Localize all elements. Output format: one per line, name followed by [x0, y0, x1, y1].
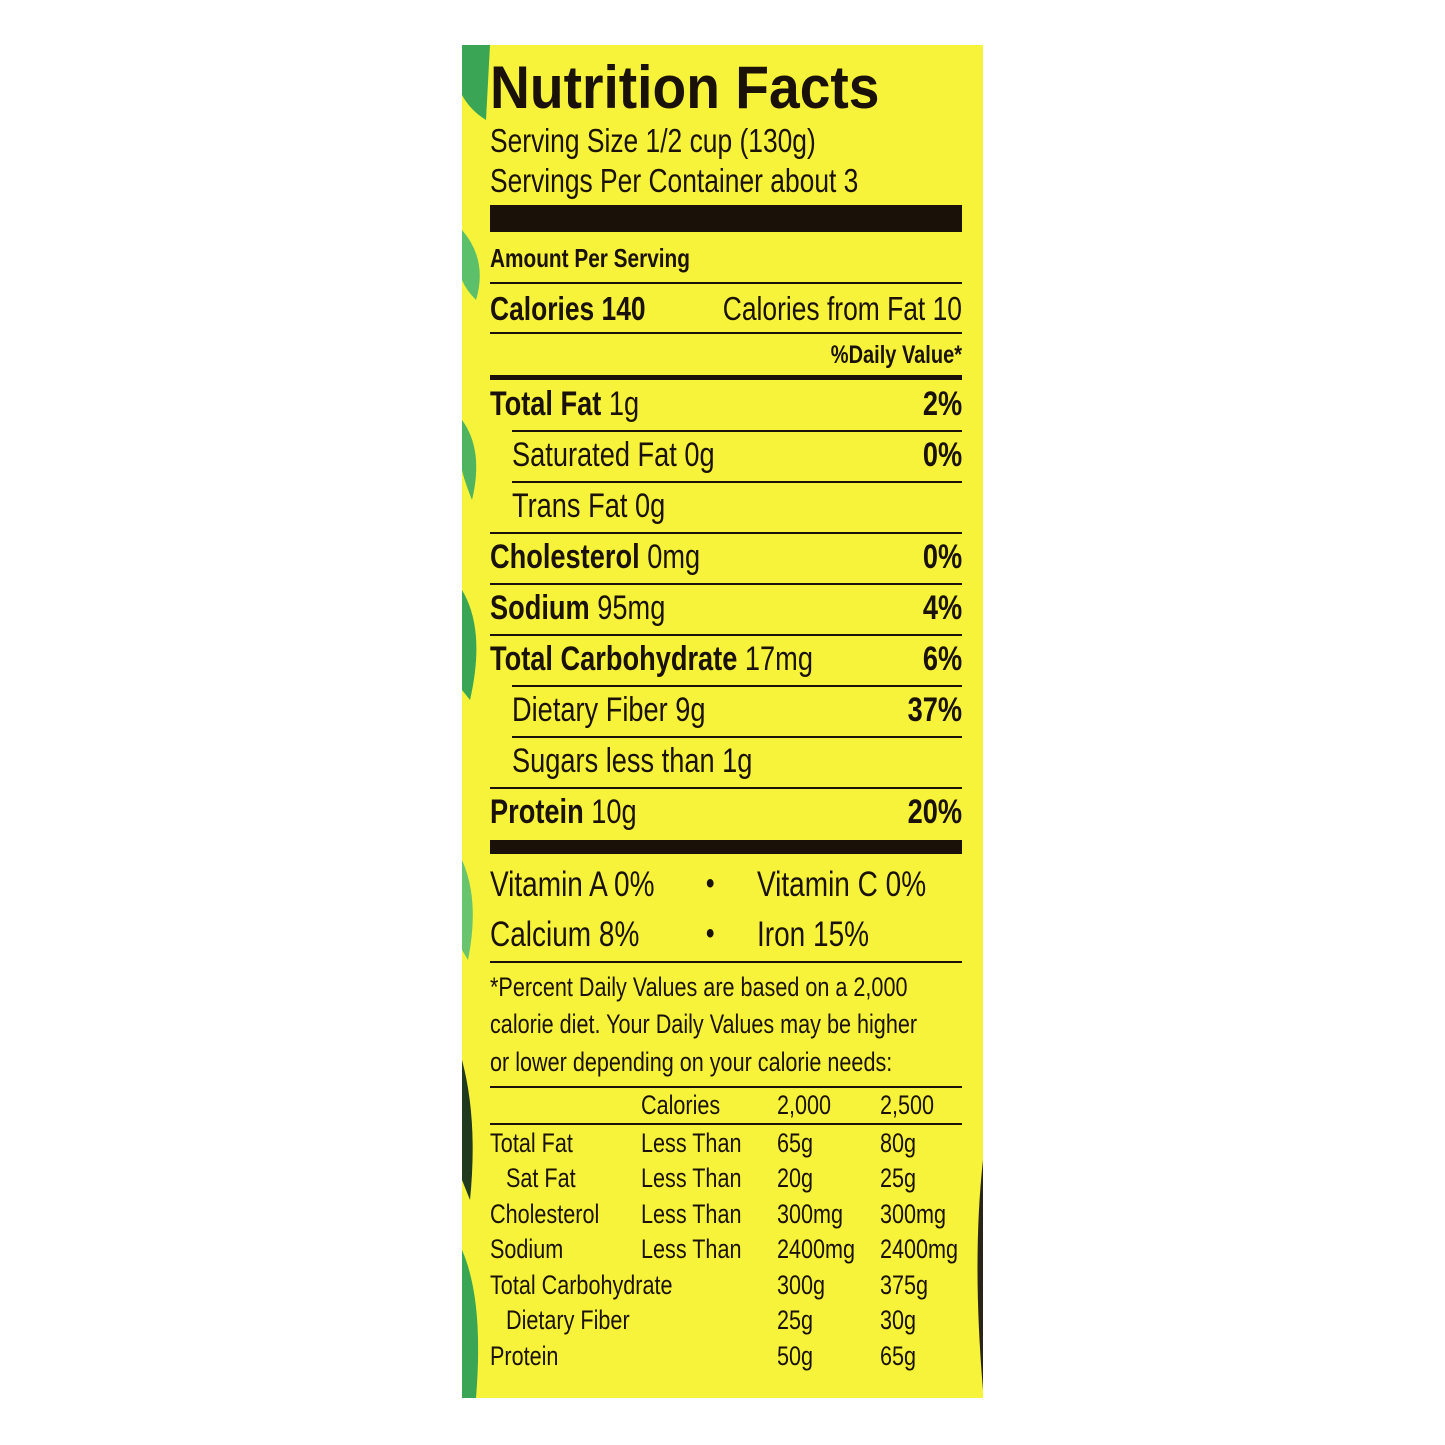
table-cell: 30g [880, 1305, 917, 1335]
rule [512, 481, 962, 483]
rule [490, 332, 962, 334]
footnote-line: calorie diet. Your Daily Values may be h… [490, 1009, 918, 1039]
vitamin: Iron 15% [757, 914, 870, 954]
table-cell: 300mg [880, 1198, 947, 1229]
nutrient-name: Sugars [512, 742, 599, 780]
nutrient-name: Sodium [490, 589, 590, 627]
table-cell: 375g [880, 1269, 929, 1300]
nutrient-name: Saturated Fat [512, 436, 677, 474]
table-cell: 300mg [777, 1198, 844, 1229]
vitamin: Vitamin A 0% [490, 864, 655, 904]
nutrient-name: Total Carbohydrate [490, 640, 738, 678]
daily-value-header: %Daily Value* [830, 340, 962, 369]
rule [512, 736, 962, 738]
bullet: • [706, 917, 715, 950]
rule [490, 840, 962, 854]
table-cell: 25g [880, 1163, 917, 1193]
calories-from-fat: Calories from Fat 10 [722, 289, 962, 327]
nutrient-amount: 17mg [744, 640, 813, 678]
table-cell: 50g [777, 1340, 814, 1371]
nutrient-name: Protein [490, 793, 584, 831]
table-cell: Less Than [641, 1163, 742, 1193]
table-cell: Sat Fat [506, 1163, 576, 1193]
vitamin: Calcium 8% [490, 914, 640, 954]
table-cell: 2400mg [880, 1234, 959, 1264]
rule [490, 787, 962, 789]
daily-value: 0% [922, 436, 962, 474]
nutrient-name: Dietary Fiber [512, 691, 668, 729]
footnote-line: *Percent Daily Values are based on a 2,0… [490, 971, 908, 1002]
nutrient-amount: 0mg [647, 538, 701, 576]
nutrient-amount: 10g [591, 793, 637, 831]
table-cell: Less Than [641, 1127, 742, 1158]
nutrient-row: Total Fat 1g [490, 387, 639, 421]
table-cell: 25g [777, 1305, 814, 1335]
title: Nutrition Facts [490, 54, 880, 121]
amount-per-serving: Amount Per Serving [490, 243, 690, 273]
daily-value: 0% [922, 538, 962, 576]
rule [490, 282, 962, 284]
daily-value: 4% [922, 589, 962, 627]
table-header: 2,000 [777, 1089, 832, 1120]
table-cell: 65g [880, 1340, 917, 1371]
nutrient-name: Total Fat [490, 385, 602, 423]
daily-value: 37% [907, 691, 962, 729]
rule [490, 961, 962, 963]
sub-nutrient-row: Dietary Fiber 9g [512, 693, 706, 727]
table-cell: Total Fat [490, 1127, 573, 1158]
table-header: Calories [641, 1089, 721, 1120]
nutrient-amount: 0g [684, 436, 715, 474]
bullet: • [706, 867, 715, 900]
nutrient-amount: 9g [675, 691, 706, 729]
vitamin: Vitamin C 0% [757, 864, 927, 904]
nutrient-amount: 1g [608, 385, 640, 423]
nutrient-row: Total Carbohydrate 17mg [490, 642, 813, 676]
sub-nutrient-row: Saturated Fat 0g [512, 438, 715, 472]
table-cell: Total Carbohydrate [490, 1269, 673, 1300]
footnote-line: or lower depending on your calorie needs… [490, 1046, 893, 1077]
table-cell: 80g [880, 1127, 917, 1158]
rule [490, 532, 962, 534]
table-cell: Less Than [641, 1198, 742, 1229]
calories: Calories 140 [490, 289, 646, 327]
serving-size: Serving Size 1/2 cup (130g) [490, 121, 816, 159]
rule [512, 430, 962, 432]
nutrient-amount: 95mg [597, 589, 666, 627]
rule [512, 685, 962, 687]
rule [490, 1123, 962, 1125]
nutrient-row: Cholesterol 0mg [490, 540, 700, 574]
rule [490, 634, 962, 636]
nutrient-amount: less than 1g [605, 742, 753, 780]
nutrient-name: Trans Fat [512, 487, 628, 525]
rule [490, 583, 962, 585]
table-cell: 300g [777, 1269, 826, 1300]
daily-value: 2% [922, 385, 962, 423]
servings-per-container: Servings Per Container about 3 [490, 161, 859, 199]
daily-value: 20% [907, 793, 962, 831]
rule [490, 1086, 962, 1088]
label-panel [462, 45, 983, 1398]
table-cell: Less Than [641, 1234, 742, 1264]
table-cell: 20g [777, 1163, 814, 1193]
table-cell: 65g [777, 1127, 814, 1158]
table-cell: Cholesterol [490, 1198, 600, 1229]
nutrient-row: Protein 10g [490, 795, 637, 829]
nutrient-amount: 0g [634, 487, 666, 525]
table-cell: Dietary Fiber [506, 1305, 630, 1335]
nutrient-row: Sodium 95mg [490, 591, 665, 625]
sub-nutrient-row: Trans Fat 0g [512, 489, 665, 523]
rule [490, 375, 962, 380]
table-cell: 2400mg [777, 1234, 856, 1264]
daily-value: 6% [922, 640, 962, 678]
table-header: 2,500 [880, 1089, 935, 1120]
nutrient-name: Cholesterol [490, 538, 640, 576]
sub-nutrient-row: Sugars less than 1g [512, 744, 752, 778]
table-cell: Sodium [490, 1234, 564, 1264]
table-cell: Protein [490, 1340, 559, 1371]
rule [490, 205, 962, 232]
